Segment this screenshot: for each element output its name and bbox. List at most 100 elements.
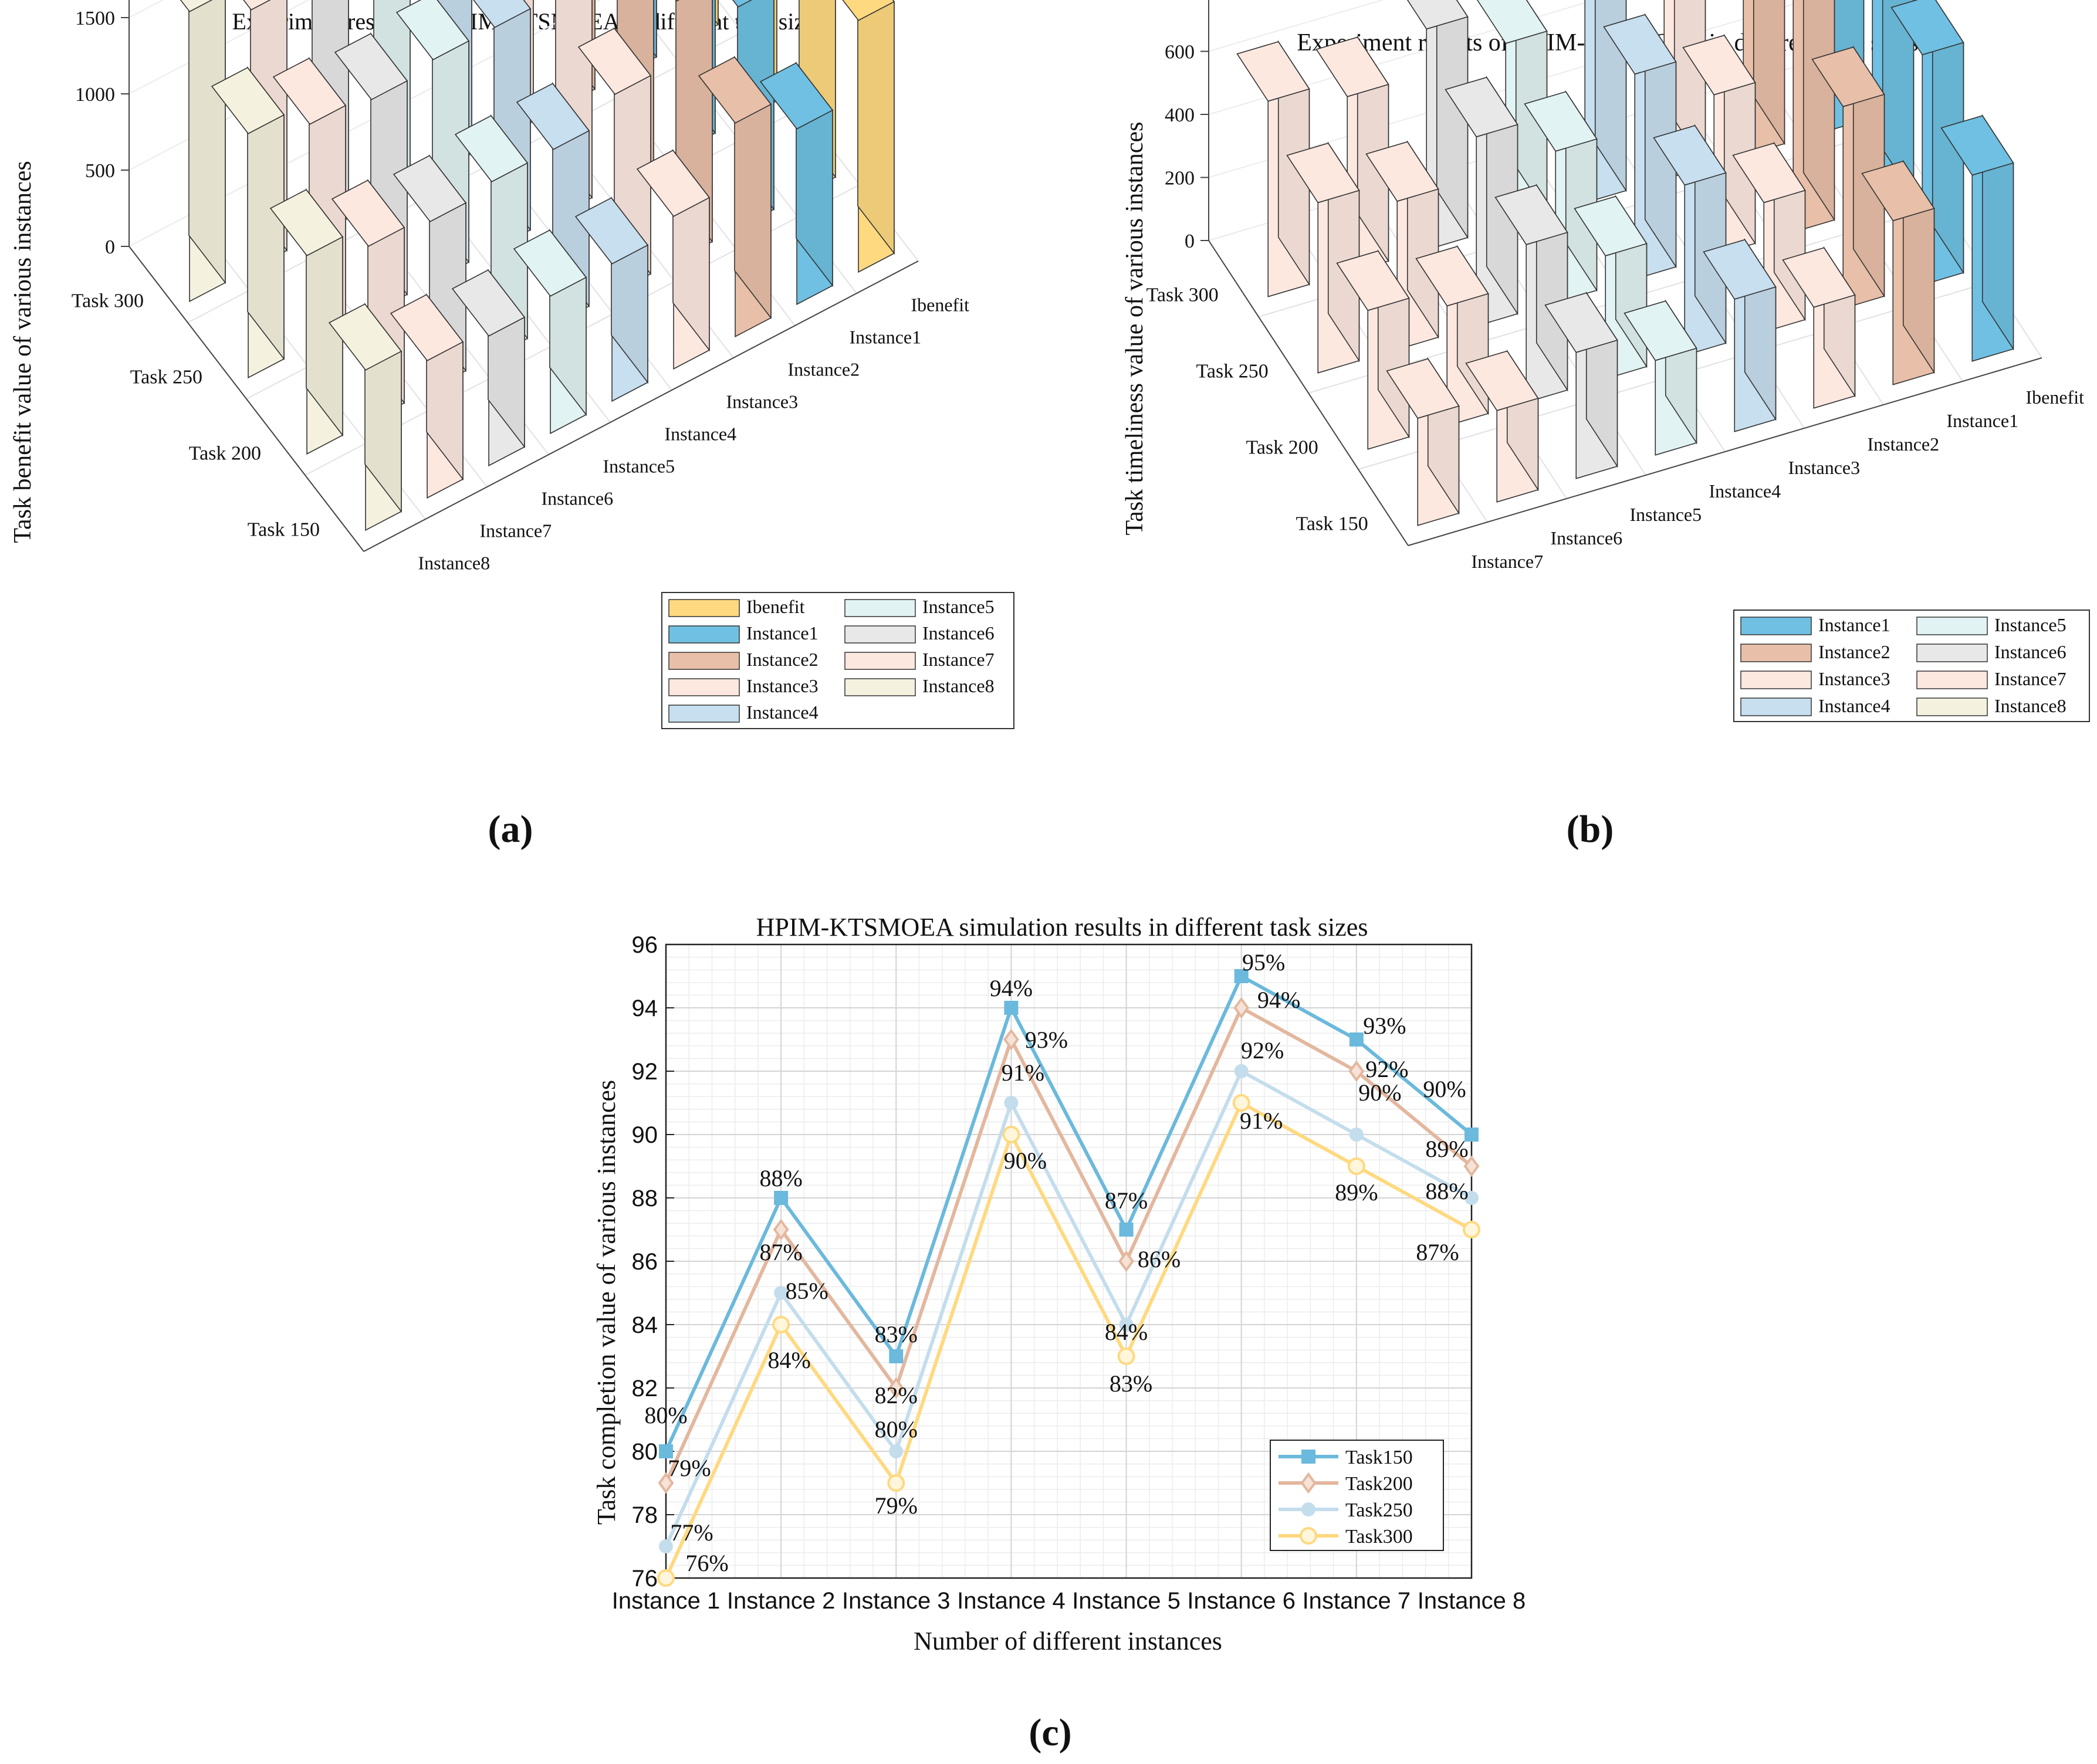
bar (698, 55, 772, 338)
panel-label-b: (b) (1567, 808, 1614, 851)
legend-label: Instance2 (746, 649, 818, 670)
bar (1703, 238, 1777, 432)
data-label: 95% (1242, 949, 1285, 976)
legend-label: Task250 (1345, 1499, 1413, 1521)
legend-label: Instance6 (922, 622, 995, 644)
bar-top-face (1236, 41, 1310, 102)
marker-diamond (1003, 1028, 1019, 1051)
data-label: 89% (1335, 1179, 1378, 1206)
legend-label: Instance5 (922, 596, 995, 617)
y-tick-label: 88 (632, 1186, 658, 1211)
series-axis-label: Instance1 (850, 327, 922, 348)
bar (1653, 124, 1727, 356)
marker-diamond (1463, 1155, 1480, 1177)
marker-diamond (1300, 1472, 1317, 1494)
bar-top-face (390, 294, 464, 361)
legend-swatch (1916, 698, 1988, 716)
legend-label: Instance1 (1818, 614, 1890, 635)
bar-top-face (1603, 13, 1677, 75)
bar-top-face (1732, 142, 1806, 204)
bar-top-face (1940, 115, 2014, 176)
data-label: 85% (785, 1278, 828, 1304)
marker-circle-open (1347, 1157, 1365, 1175)
series-axis-label: Ibenefit (2026, 387, 2085, 408)
x-tick-label: Instance 5 (1072, 1588, 1181, 1614)
bar (1624, 299, 1697, 456)
chart-b: Experiment results of HPIM-KTSMOEA in di… (1121, 0, 2090, 851)
data-label: 84% (767, 1347, 810, 1373)
bar (1782, 246, 1856, 409)
data-label: 83% (875, 1321, 918, 1347)
chart-b-z-ticks: 0200400600800 (1165, 0, 1209, 252)
chart-c-lines (657, 969, 1480, 1587)
chart-c-xlabel: Number of different instances (914, 1627, 1222, 1655)
bar-top-face (180, 0, 213, 12)
bar (269, 188, 344, 455)
legend-swatch (1916, 617, 1988, 635)
marker-circle-open (1232, 1094, 1250, 1112)
legend-label: Instance4 (1818, 695, 1890, 716)
legend-label: Instance8 (922, 675, 995, 696)
chart-c-legend: Task150 Task200 Task250 Task300 (1270, 1440, 1444, 1551)
marker-circle (1464, 1191, 1479, 1205)
bar-top-face (393, 155, 467, 222)
series-line (664, 1006, 1473, 1484)
bar (451, 268, 526, 467)
bar (1544, 291, 1618, 479)
bar-top-face (1861, 160, 1935, 222)
task-label: Task 250 (1196, 361, 1269, 382)
legend-label: Instance6 (1994, 641, 2066, 662)
chart-c-title: HPIM-KTSMOEA simulation results in diffe… (756, 913, 1368, 942)
data-label: 79% (668, 1455, 711, 1481)
bar (1494, 183, 1568, 403)
z-tick-label: 200 (1165, 168, 1195, 189)
chart-b-ylabel: Task timeliness value of various instanc… (1121, 121, 1148, 535)
bar-top-face (1415, 246, 1489, 307)
bar (513, 228, 587, 435)
bar (574, 196, 649, 402)
data-label: 83% (1110, 1370, 1152, 1397)
x-tick-label: Instance 8 (1418, 1588, 1526, 1614)
chart-b-task-labels: Task 300 Task 250 Task 200 Task 150 (1146, 285, 1368, 535)
chart-a-series-labels: Instance8 Instance7 Instance6 Instance5 Inst… (418, 294, 970, 574)
legend-label: Ibenefit (746, 596, 805, 617)
y-tick-label: 80 (632, 1439, 658, 1465)
bar (454, 114, 529, 358)
data-label: 93% (1025, 1027, 1068, 1053)
marker-circle-open (1300, 1527, 1317, 1545)
bar (1465, 349, 1539, 503)
bar (759, 61, 834, 306)
bar (1286, 141, 1360, 374)
legend-label: Instance7 (1994, 668, 2066, 689)
chart-c: HPIM-KTSMOEA simulation results in diffe… (592, 913, 1526, 1754)
legend-swatch (844, 678, 916, 696)
legend-label: Task200 (1345, 1473, 1413, 1495)
bar-top-face (272, 57, 347, 125)
x-tick-label: Instance 7 (1303, 1588, 1411, 1614)
legend-swatch (668, 625, 740, 644)
bar-top-face (1386, 358, 1460, 419)
bar-top-face (1315, 36, 1389, 97)
x-tick-label: Instance 3 (842, 1588, 951, 1614)
y-tick-label: 90 (632, 1122, 658, 1148)
legend-swatch (1740, 698, 1812, 716)
marker-square (1234, 969, 1249, 983)
bar-top-face (1494, 184, 1568, 245)
bar (180, 0, 226, 303)
data-label: 86% (1138, 1246, 1181, 1272)
marker-diamond (1118, 1250, 1135, 1272)
bar (390, 293, 464, 499)
series-axis-label: Instance8 (418, 553, 491, 574)
marker-circle-open (1117, 1347, 1135, 1365)
marker-circle-open (1463, 1221, 1480, 1238)
bar-top-face (331, 180, 405, 247)
bar-top-face (243, 0, 271, 11)
bar-side-face (1753, 0, 1785, 145)
legend-label: Task150 (1345, 1447, 1413, 1468)
bar-top-face (1286, 143, 1360, 204)
z-tick-label: 600 (1165, 42, 1195, 63)
chart-a-task-labels: Task 300 Task 250 Task 200 Task 150 (72, 290, 320, 541)
data-label: 80% (875, 1416, 918, 1443)
data-label: 87% (1416, 1239, 1459, 1265)
bar-top-face (334, 33, 408, 100)
